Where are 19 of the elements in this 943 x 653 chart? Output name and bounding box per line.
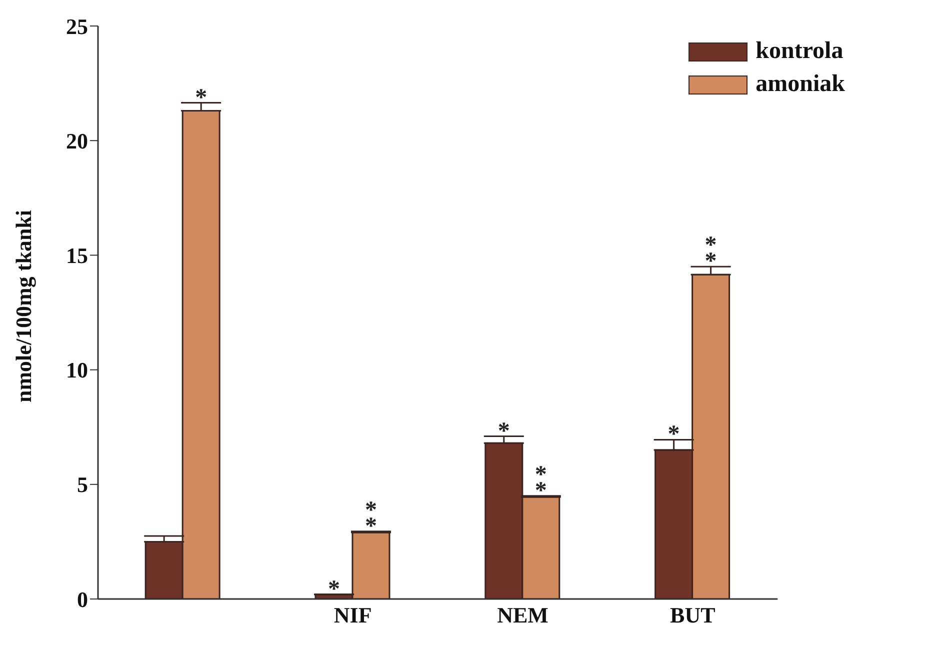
x-tick-label: NEM bbox=[497, 602, 549, 628]
y-tick-label: 25 bbox=[66, 14, 88, 39]
y-axis-title: nmole/100mg tkanki bbox=[10, 210, 36, 402]
legend-label: amoniak bbox=[756, 71, 845, 98]
x-tick-label: NIF bbox=[334, 602, 372, 628]
y-tick-label: 5 bbox=[77, 472, 88, 498]
y-tick-label: 20 bbox=[66, 128, 88, 154]
y-tick-label: 10 bbox=[66, 358, 88, 383]
data-label: * bbox=[498, 418, 510, 444]
data-label: ** bbox=[704, 232, 717, 275]
data-label: * bbox=[668, 422, 680, 448]
x-tick-label: BUT bbox=[670, 602, 716, 628]
y-tick-label: 0 bbox=[77, 586, 88, 612]
data-label: * bbox=[328, 576, 340, 602]
data-label: ** bbox=[364, 497, 377, 540]
data-label: * bbox=[195, 84, 208, 111]
data-label: ** bbox=[534, 462, 547, 504]
y-tick-label: 15 bbox=[66, 243, 88, 268]
legend-label: kontrola bbox=[756, 38, 844, 65]
